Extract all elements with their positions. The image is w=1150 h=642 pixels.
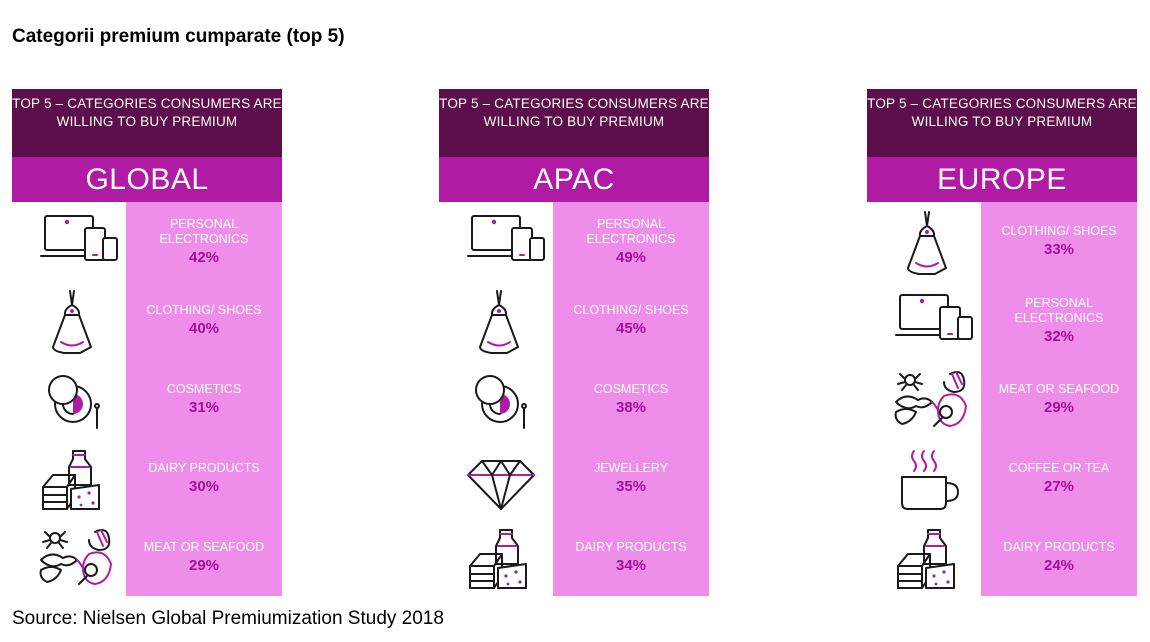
electronics-icon: [889, 287, 975, 355]
category-value: 29%: [1043, 399, 1075, 416]
category-label: CLOTHING/ SHOES: [1001, 224, 1117, 238]
category-label: DAIRY PRODUCTS: [148, 461, 260, 475]
category-label: CLOTHING/ SHOES: [573, 303, 689, 317]
table-row: PERSONAL ELECTRONICS 42%: [12, 202, 282, 281]
diamond-icon: [461, 445, 547, 513]
region-label: APAC: [439, 157, 709, 202]
cosmetics-icon: [461, 366, 547, 434]
value-column: [126, 202, 282, 596]
table-row: DAIRY PRODUCTS 30%: [12, 439, 282, 518]
category-value: 34%: [615, 557, 647, 574]
table-row: DAIRY PRODUCTS 24%: [867, 518, 1137, 597]
table-row: COSMETICS 31%: [12, 360, 282, 439]
region-label: GLOBAL: [12, 157, 282, 202]
table-row: CLOTHING/ SHOES 40%: [12, 281, 282, 360]
category-value: 31%: [188, 399, 220, 416]
table-row: COFFEE OR TEA 27%: [867, 439, 1137, 518]
category-value: 33%: [1043, 241, 1075, 258]
electronics-icon: [461, 208, 547, 276]
category-value: 45%: [615, 320, 647, 337]
category-label: PERSONAL ELECTRONICS: [159, 216, 249, 246]
source-note: Source: Nielsen Global Premiumization St…: [12, 608, 444, 629]
category-label: DAIRY PRODUCTS: [1003, 540, 1115, 554]
table-row: DAIRY PRODUCTS 34%: [439, 518, 709, 597]
dress-icon: [34, 287, 120, 355]
category-value: 27%: [1043, 478, 1075, 495]
category-label: PERSONAL ELECTRONICS: [586, 216, 676, 246]
category-value: 32%: [1043, 327, 1075, 345]
panel-header: TOP 5 – CATEGORIES CONSUMERS ARE WILLING…: [439, 89, 709, 157]
category-label: JEWELLERY: [593, 461, 669, 475]
panel-europe: TOP 5 – CATEGORIES CONSUMERS ARE WILLING…: [867, 89, 1137, 596]
dress-icon: [889, 208, 975, 276]
dairy-icon: [461, 524, 547, 592]
category-label: CLOTHING/ SHOES: [146, 303, 262, 317]
meat-seafood-icon: [889, 366, 975, 434]
category-value: 29%: [188, 557, 220, 574]
panel-header: TOP 5 – CATEGORIES CONSUMERS ARE WILLING…: [867, 89, 1137, 157]
coffee-cup-icon: [889, 445, 975, 513]
category-value: 24%: [1043, 557, 1075, 574]
cosmetics-icon: [34, 366, 120, 434]
category-value: 42%: [188, 248, 220, 266]
category-value: 35%: [615, 478, 647, 495]
dairy-icon: [889, 524, 975, 592]
table-row: MEAT OR SEAFOOD 29%: [12, 518, 282, 597]
category-value: 40%: [188, 320, 220, 337]
electronics-icon: [34, 208, 120, 276]
panel-body: PERSONAL ELECTRONICS 42% CLOTHING/ SHOES 40…: [12, 202, 282, 596]
panel-header: TOP 5 – CATEGORIES CONSUMERS ARE WILLING…: [12, 89, 282, 157]
meat-seafood-icon: [34, 524, 120, 592]
chart-title: Categorii premium cumparate (top 5): [12, 26, 345, 47]
panel-body: CLOTHING/ SHOES 33% PERSONAL ELECTRONICS 32…: [867, 202, 1137, 596]
category-label: DAIRY PRODUCTS: [575, 540, 687, 554]
category-label: MEAT OR SEAFOOD: [998, 382, 1120, 396]
dress-icon: [461, 287, 547, 355]
table-row: CLOTHING/ SHOES 45%: [439, 281, 709, 360]
panel-body: PERSONAL ELECTRONICS 49% CLOTHING/ SHOES 45…: [439, 202, 709, 596]
category-label: COFFEE OR TEA: [1008, 461, 1110, 475]
table-row: MEAT OR SEAFOOD 29%: [867, 360, 1137, 439]
category-label: COSMETICS: [593, 382, 669, 396]
category-value: 49%: [615, 248, 647, 266]
category-label: MEAT OR SEAFOOD: [143, 540, 265, 554]
table-row: JEWELLERY 35%: [439, 439, 709, 518]
value-column: [981, 202, 1137, 596]
region-label: EUROPE: [867, 157, 1137, 202]
table-row: CLOTHING/ SHOES 33%: [867, 202, 1137, 281]
panel-apac: TOP 5 – CATEGORIES CONSUMERS ARE WILLING…: [439, 89, 709, 596]
category-value: 38%: [615, 399, 647, 416]
panel-global: TOP 5 – CATEGORIES CONSUMERS ARE WILLING…: [12, 89, 282, 596]
value-column: [553, 202, 709, 596]
table-row: PERSONAL ELECTRONICS 32%: [867, 281, 1137, 360]
category-label: COSMETICS: [166, 382, 242, 396]
category-value: 30%: [188, 478, 220, 495]
table-row: PERSONAL ELECTRONICS 49%: [439, 202, 709, 281]
dairy-icon: [34, 445, 120, 513]
category-label: PERSONAL ELECTRONICS: [1014, 295, 1104, 325]
table-row: COSMETICS 38%: [439, 360, 709, 439]
